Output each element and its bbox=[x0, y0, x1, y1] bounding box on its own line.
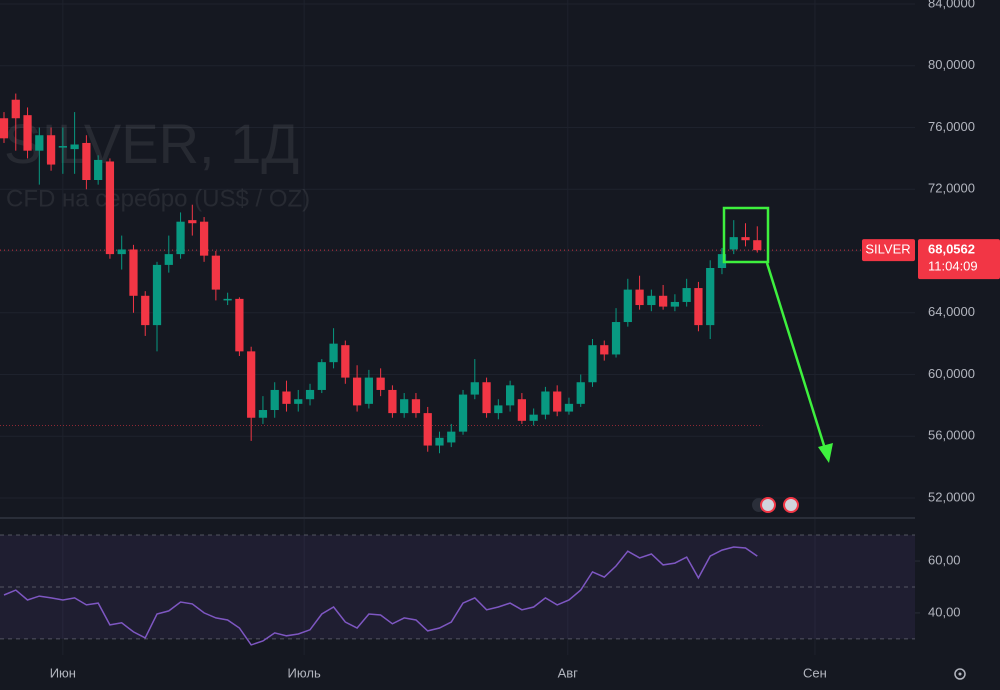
x-tick-label: Июль bbox=[288, 665, 321, 680]
highlight-box bbox=[722, 206, 770, 264]
candle-body bbox=[199, 221, 209, 256]
candle-body bbox=[305, 389, 315, 400]
candle-body bbox=[0, 118, 9, 139]
candle-body bbox=[341, 345, 350, 378]
y-tick-label: 52,0000 bbox=[928, 489, 975, 504]
candle-body bbox=[517, 399, 527, 421]
plot bbox=[0, 93, 920, 646]
candle-body bbox=[729, 237, 738, 250]
candle-body bbox=[317, 362, 326, 390]
candle-body bbox=[46, 135, 56, 165]
candle-body bbox=[141, 295, 150, 326]
candle-body bbox=[682, 288, 691, 302]
candle-body bbox=[364, 377, 373, 404]
settings-icon[interactable] bbox=[954, 668, 966, 680]
indicator-tick-label: 60,00 bbox=[928, 552, 961, 567]
candle-body bbox=[623, 289, 632, 323]
candle-body bbox=[576, 382, 585, 404]
candle-body bbox=[553, 391, 562, 412]
candle-body bbox=[352, 377, 362, 406]
candle-body bbox=[564, 403, 574, 412]
candle-body bbox=[376, 377, 385, 390]
countdown-label: 11:04:09 bbox=[928, 259, 978, 274]
candle-body bbox=[211, 255, 220, 290]
candle-body bbox=[223, 298, 232, 301]
event-icon[interactable] bbox=[783, 497, 799, 513]
candle-body bbox=[529, 414, 538, 421]
candle-body bbox=[58, 146, 67, 148]
candle-body bbox=[152, 264, 162, 326]
indicator-line bbox=[3, 546, 758, 646]
candle-body bbox=[188, 220, 197, 224]
candle-body bbox=[294, 399, 303, 404]
candle-body bbox=[388, 389, 397, 414]
candle-body bbox=[706, 267, 715, 326]
candle-body bbox=[588, 345, 597, 383]
candle-body bbox=[117, 249, 126, 255]
candle-body bbox=[94, 159, 103, 181]
candle-body bbox=[611, 322, 621, 355]
symbol-label-bg bbox=[862, 239, 915, 262]
y-tick-label: 72,0000 bbox=[928, 181, 975, 196]
x-tick-label: Сен bbox=[803, 665, 827, 680]
indicator-tick-label: 40,00 bbox=[928, 604, 961, 619]
candle-body bbox=[329, 343, 338, 363]
last-price-label: 68,0562 bbox=[928, 242, 975, 257]
candle-body bbox=[659, 295, 668, 307]
candle-body bbox=[164, 254, 173, 265]
candle-body bbox=[458, 394, 468, 432]
candle-body bbox=[741, 237, 750, 241]
candle-body bbox=[70, 144, 79, 150]
y-tick-label: 76,0000 bbox=[928, 119, 975, 134]
arrow-shaft bbox=[765, 262, 828, 453]
grid bbox=[0, 0, 915, 655]
y-tick-label: 56,0000 bbox=[928, 428, 975, 443]
candle-body bbox=[176, 221, 185, 255]
symbol-label: SILVER bbox=[865, 242, 910, 257]
candle-body bbox=[235, 298, 244, 352]
candle-body bbox=[82, 142, 91, 181]
y-tick-label: 64,0000 bbox=[928, 304, 975, 319]
candle-body bbox=[647, 295, 656, 306]
candle-body bbox=[694, 288, 703, 326]
candle-body bbox=[35, 135, 44, 151]
candle-body bbox=[258, 410, 268, 418]
candle-body bbox=[411, 399, 421, 414]
candle-body bbox=[494, 405, 503, 414]
candle-body bbox=[670, 301, 680, 307]
candle-body bbox=[505, 385, 515, 406]
x-tick-label: Июн bbox=[50, 665, 76, 680]
candle-body bbox=[541, 391, 550, 415]
candle-body bbox=[600, 345, 609, 355]
candle-body bbox=[270, 389, 279, 411]
settings-icon-dot bbox=[958, 672, 962, 676]
candle-body bbox=[447, 431, 456, 443]
candle-body bbox=[23, 115, 32, 151]
candle-body bbox=[470, 382, 479, 395]
candle-body bbox=[11, 99, 20, 119]
candle-body bbox=[717, 254, 727, 268]
y-tick-label: 80,0000 bbox=[928, 57, 975, 72]
y-tick-label: 84,0000 bbox=[928, 0, 975, 10]
candle-body bbox=[435, 437, 444, 446]
candle-body bbox=[105, 161, 115, 255]
candle-body bbox=[400, 399, 409, 414]
event-icon[interactable] bbox=[760, 497, 776, 513]
last-price-bg bbox=[918, 239, 1000, 280]
x-tick-label: Авг bbox=[558, 665, 579, 680]
candle-body bbox=[753, 240, 762, 251]
candle-body bbox=[129, 249, 138, 296]
candle-body bbox=[482, 382, 491, 414]
watermark-subtitle: CFD на серебро (US$ / OZ) bbox=[6, 185, 310, 212]
candle-body bbox=[247, 351, 256, 418]
candle-body bbox=[635, 289, 644, 306]
y-tick-label: 60,0000 bbox=[928, 366, 975, 381]
arrow-head bbox=[818, 443, 833, 463]
candle-body bbox=[282, 391, 291, 404]
candle-body bbox=[423, 413, 432, 446]
